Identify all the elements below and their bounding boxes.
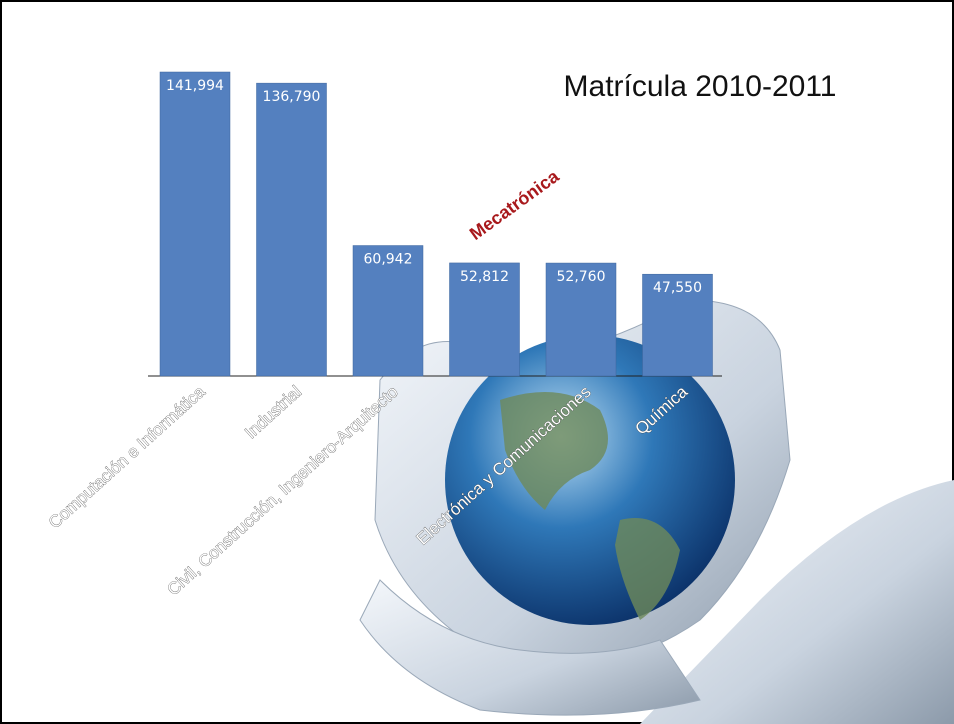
value-label: 60,942 [364,252,413,268]
bar [352,245,424,377]
bar [642,273,713,377]
background-illustration [359,299,954,724]
bar [545,262,617,377]
value-label: 47,550 [653,280,702,296]
value-label: 52,812 [460,269,509,285]
value-label: 52,760 [557,269,606,285]
bar [159,71,231,377]
value-label: 136,790 [263,89,321,105]
bar [256,82,327,377]
value-label: 141,994 [166,78,224,94]
chart-title: Matrícula 2010-2011 [564,70,837,103]
bar [449,262,520,377]
